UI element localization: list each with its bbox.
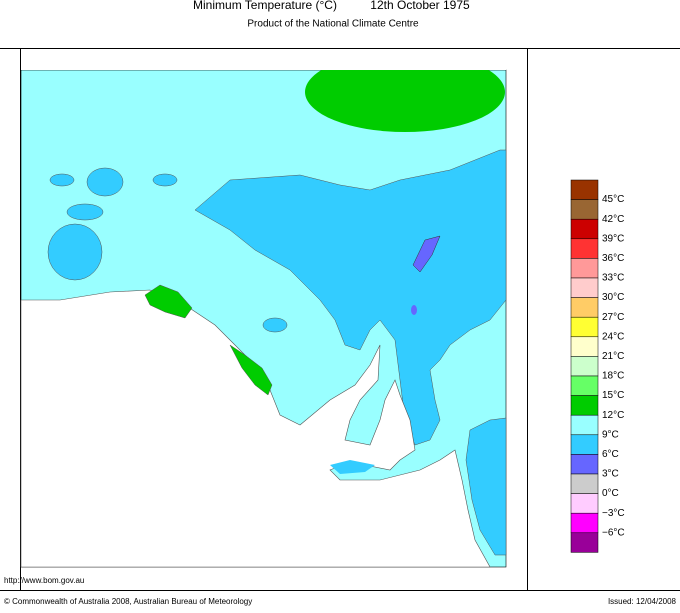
legend-label: 30°C: [602, 292, 624, 303]
legend-swatch: [570, 532, 599, 553]
legend-swatch: [570, 238, 599, 259]
legend-swatch: [570, 179, 599, 200]
map: [20, 49, 507, 568]
legend-label: 6°C: [602, 449, 619, 460]
legend: 45°C 42°C 39°C 36°C 33°C 30°C 27°C 24°C 21°C 18°C…: [570, 179, 625, 553]
date: 12th October 1975: [370, 0, 470, 12]
legend-swatch: [570, 512, 599, 534]
legend-swatch: [570, 356, 599, 377]
legend-swatch: [570, 454, 599, 475]
legend-label: −6°C: [602, 527, 625, 538]
legend-label: 42°C: [602, 214, 624, 225]
legend-swatch: [570, 297, 599, 318]
legend-swatch: [570, 493, 599, 514]
subtitle: Product of the National Climate Centre: [247, 19, 419, 30]
frame: [0, 48, 680, 591]
legend-label: 18°C: [602, 371, 624, 382]
legend-swatch: [570, 473, 599, 494]
legend-label: 36°C: [602, 253, 624, 264]
legend-label: 12°C: [602, 410, 624, 421]
legend-label: 39°C: [602, 233, 624, 244]
legend-label: 3°C: [602, 469, 619, 480]
legend-label: 24°C: [602, 331, 624, 342]
legend-label: 0°C: [602, 488, 619, 499]
issued: Issued: 12/04/2008: [608, 597, 677, 606]
legend-swatch: [570, 336, 599, 357]
legend-label: 27°C: [602, 312, 624, 323]
legend-label: 15°C: [602, 390, 624, 401]
legend-label: 21°C: [602, 351, 624, 362]
legend-label: 33°C: [602, 273, 624, 284]
legend-label: −3°C: [602, 508, 625, 519]
legend-swatch: [570, 258, 599, 279]
legend-swatch: [570, 316, 599, 338]
legend-label: 9°C: [602, 429, 619, 440]
legend-swatch: [570, 375, 599, 396]
legend-swatch: [570, 218, 599, 240]
legend-swatch: [570, 434, 599, 455]
title: Minimum Temperature (°C): [193, 0, 337, 12]
legend-swatch: [570, 414, 599, 436]
legend-swatch: [570, 277, 599, 298]
legend-label: 45°C: [602, 194, 624, 205]
legend-swatch: [570, 395, 599, 416]
url: http://www.bom.gov.au: [4, 576, 84, 585]
legend-swatch: [570, 199, 599, 220]
copyright: © Commonwealth of Australia 2008, Austra…: [4, 597, 252, 606]
